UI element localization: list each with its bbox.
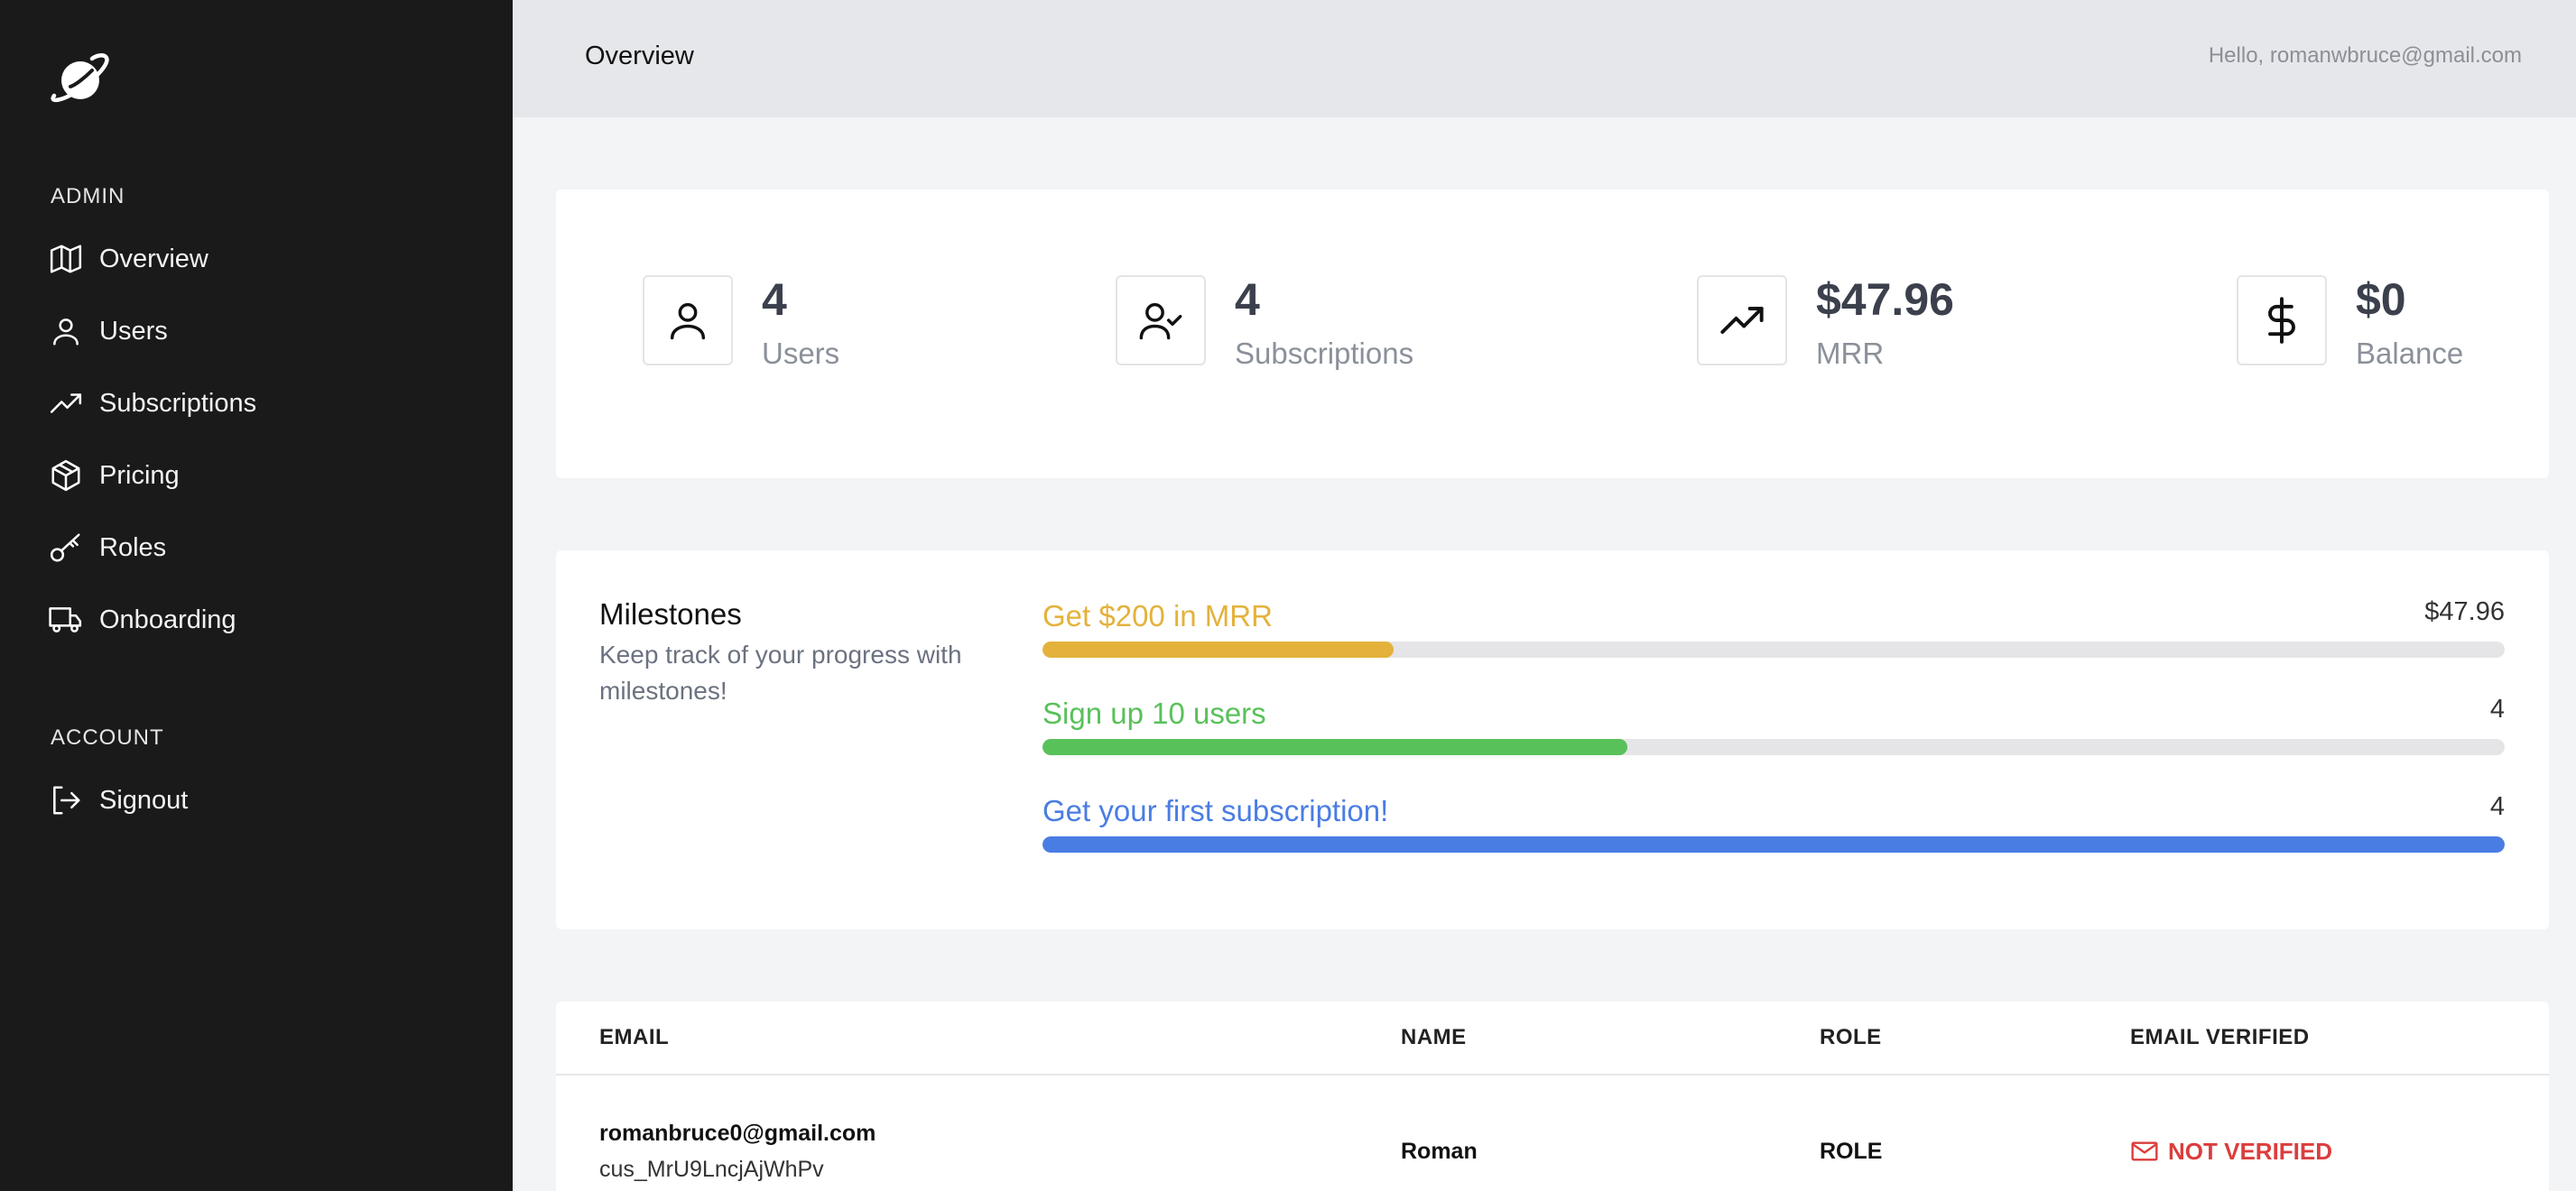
stat-icon-box [1116,275,1206,365]
milestone-progress-track [1042,642,2505,658]
sidebar-item-label: Users [99,316,168,346]
sidebar-item-roles[interactable]: Roles [49,525,166,570]
sidebar: ADMIN Overview Users Subscriptions Prici… [0,0,513,1191]
sidebar-item-onboarding[interactable]: Onboarding [49,597,236,642]
admin-section-label: ADMIN [51,184,125,208]
row-email[interactable]: romanbruce0@gmail.com [599,1121,876,1146]
sidebar-item-signout[interactable]: Signout [49,778,188,823]
sidebar-item-overview[interactable]: Overview [49,236,208,282]
page-title: Overview [585,42,694,70]
column-header-email-verified[interactable]: EMAIL VERIFIED [2130,1025,2310,1049]
column-header-name[interactable]: NAME [1401,1025,1467,1049]
sidebar-item-label: Onboarding [99,605,236,634]
milestone-value: 4 [2489,695,2505,724]
stat-icon-box [643,275,733,365]
milestones-title: Milestones [599,597,742,631]
user-icon [670,302,706,340]
sidebar-item-label: Signout [99,785,189,815]
row-role: ROLE [1820,1139,1883,1164]
top-bar: Overview Hello, romanwbruce@gmail.com [513,0,2576,117]
stat-label: Balance [2356,337,2464,370]
stats-card: 4 Users 4 Subscriptions $47.96 MRR [556,189,2549,478]
key-icon [50,533,80,562]
milestone-value: 4 [2489,792,2505,821]
verified-status-text: NOT VERIFIED [2168,1137,2333,1165]
users-table: EMAIL NAME ROLE EMAIL VERIFIED romanbruc… [556,1002,2549,1191]
sidebar-item-users[interactable]: Users [49,309,168,354]
sidebar-item-label: Roles [99,532,167,562]
row-customer-id: cus_MrU9LncjAjWhPv [599,1157,824,1182]
milestone-progress-fill [1042,836,2505,853]
row-name: Roman [1401,1139,1478,1164]
stat-value: $0 [2356,274,2406,325]
milestones-card: Milestones Keep track of your progress w… [556,550,2549,929]
account-section-label: ACCOUNT [51,725,164,750]
stat-value: 4 [1235,274,1260,325]
user-greeting: Hello, romanwbruce@gmail.com [2208,43,2522,68]
dollar-icon [2268,297,2295,344]
map-icon [50,245,82,273]
milestone-progress-track [1042,836,2505,853]
user-icon [53,319,79,346]
stat-value: 4 [762,274,787,325]
table-divider [556,1074,2549,1076]
sidebar-item-pricing[interactable]: Pricing [49,453,180,498]
stat-subscriptions: 4 Subscriptions [1116,275,1413,371]
user-check-icon [1139,302,1182,340]
mail-icon [2131,1141,2158,1161]
column-header-email[interactable]: EMAIL [599,1025,670,1049]
milestones-subtitle: Keep track of your progress with milesto… [599,641,962,705]
milestone-label: Get $200 in MRR [1042,599,1273,632]
stat-label: Subscriptions [1235,337,1414,370]
milestone-label: Sign up 10 users [1042,697,1266,730]
milestone-progress-fill [1042,739,1627,755]
stat-balance: $0 Balance [2237,275,2463,371]
milestone-progress-fill [1042,642,1394,658]
planet-logo-icon[interactable] [49,49,112,112]
sidebar-item-label: Subscriptions [99,388,257,418]
stat-label: MRR [1816,337,1885,370]
milestone-value: $47.96 [2424,597,2505,626]
truck-icon [49,607,82,632]
column-header-role[interactable]: ROLE [1820,1025,1882,1049]
trending-up-icon [50,393,82,413]
milestone-label: Get your first subscription! [1042,794,1389,827]
stat-icon-box [2237,275,2327,365]
sidebar-item-label: Pricing [99,460,180,490]
milestone-progress-track [1042,739,2505,755]
stat-mrr: $47.96 MRR [1697,275,1954,371]
stat-value: $47.96 [1816,274,1954,325]
stat-users: 4 Users [643,275,839,371]
sidebar-item-subscriptions[interactable]: Subscriptions [49,381,256,426]
stat-label: Users [762,337,840,370]
package-icon [51,459,80,492]
sidebar-item-label: Overview [99,244,208,273]
status-badge: NOT VERIFIED [2130,1137,2332,1166]
log-out-icon [53,786,80,815]
stat-icon-box [1697,275,1787,365]
trending-up-icon [1720,307,1764,334]
